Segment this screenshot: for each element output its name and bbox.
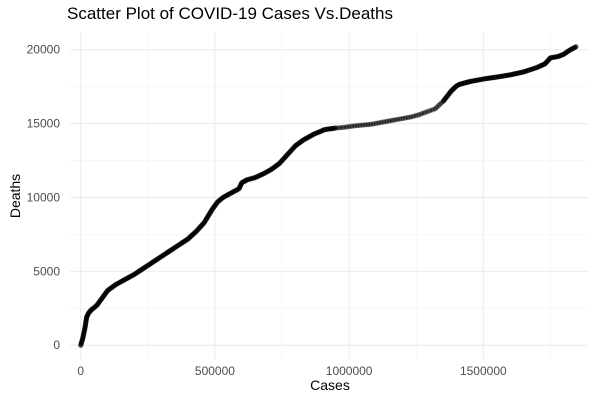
- x-tick-label: 1000000: [326, 364, 373, 378]
- chart-title: Scatter Plot of COVID-19 Cases Vs.Deaths: [67, 4, 393, 23]
- grid: [70, 32, 588, 360]
- data-point: [573, 44, 579, 50]
- y-axis-title: Deaths: [7, 174, 23, 218]
- y-tick-label: 15000: [27, 117, 61, 131]
- x-axis-title: Cases: [310, 377, 350, 393]
- y-tick-label: 10000: [27, 190, 61, 204]
- y-tick-label: 5000: [33, 264, 60, 278]
- x-tick-label: 500000: [195, 364, 235, 378]
- y-tick-label: 0: [53, 338, 60, 352]
- x-tick-labels: 0 500000 1000000 1500000: [77, 364, 507, 378]
- points: [78, 44, 579, 348]
- x-tick-label: 1500000: [460, 364, 507, 378]
- y-tick-label: 20000: [27, 43, 61, 57]
- x-tick-label: 0: [77, 364, 84, 378]
- y-tick-labels: 0 5000 10000 15000 20000: [27, 43, 61, 352]
